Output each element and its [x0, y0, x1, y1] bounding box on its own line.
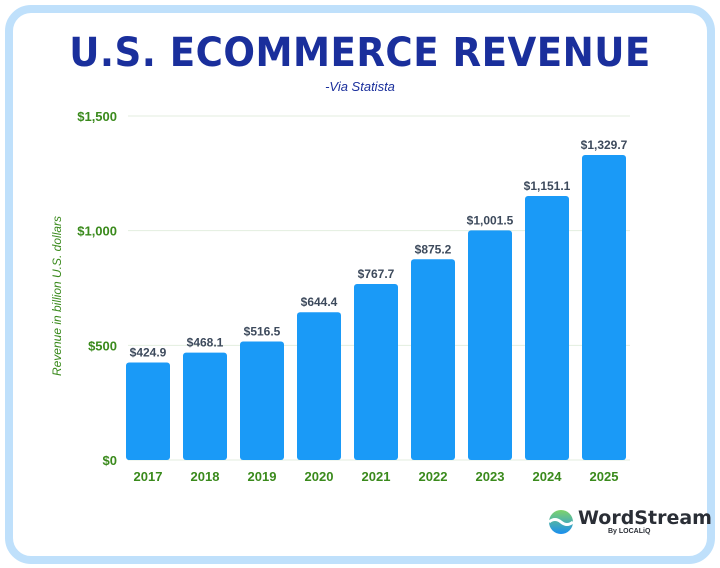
bar-2017	[126, 362, 170, 460]
y-tick-label: $500	[88, 338, 117, 353]
y-axis-label: Revenue in billion U.S. dollars	[50, 216, 64, 376]
x-tick-label: 2024	[533, 469, 563, 484]
x-tick-label: 2025	[590, 469, 619, 484]
bar-2024	[525, 196, 569, 460]
x-tick-label: 2020	[305, 469, 334, 484]
y-tick-label: $1,000	[77, 224, 117, 239]
logo-name: WordStream	[578, 507, 712, 529]
data-label: $1,329.7	[581, 138, 628, 152]
y-tick-label: $1,500	[77, 109, 117, 124]
data-label: $1,151.1	[524, 179, 571, 193]
bar-2023	[468, 230, 512, 460]
data-label: $875.2	[415, 242, 452, 256]
bar-2021	[354, 283, 398, 460]
bar-2019	[240, 341, 284, 460]
x-tick-label: 2019	[248, 469, 277, 484]
x-tick-label: 2021	[362, 469, 391, 484]
x-tick-label: 2017	[134, 469, 163, 484]
x-tick-label: 2022	[419, 469, 448, 484]
bar-2022	[411, 259, 455, 460]
chart-subtitle: -Via Statista	[0, 79, 720, 94]
data-label: $644.4	[301, 295, 338, 309]
bar-2025	[582, 155, 626, 460]
x-tick-label: 2018	[191, 469, 220, 484]
chart-title: U.S. ECOMMERCE REVENUE	[69, 30, 651, 76]
bar-2018	[183, 352, 227, 460]
subtitle-text: -Via Statista	[325, 79, 395, 94]
data-label: $1,001.5	[467, 213, 514, 227]
logo-byline: By LOCALiQ	[608, 528, 651, 535]
data-label: $516.5	[244, 325, 281, 339]
data-label: $424.9	[130, 346, 167, 360]
data-label: $468.1	[187, 336, 224, 350]
data-label: $767.7	[358, 267, 395, 281]
wordstream-wave-icon	[548, 509, 574, 534]
x-tick-label: 2023	[476, 469, 505, 484]
bar-2020	[297, 312, 341, 460]
wordstream-logo: WordStream By LOCALiQ	[548, 508, 712, 535]
y-tick-label: $0	[103, 453, 117, 468]
